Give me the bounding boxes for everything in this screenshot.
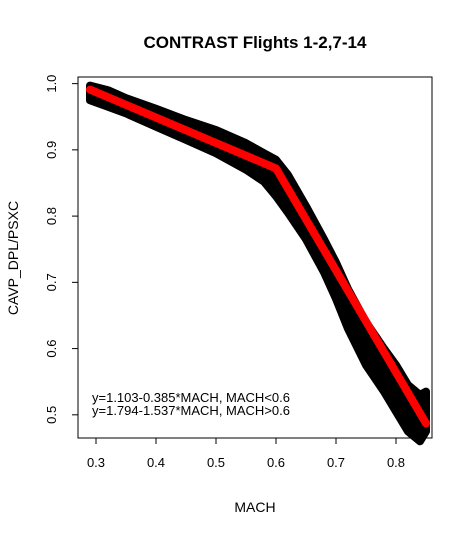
y-tick-label: 0.5 — [44, 406, 59, 424]
fit-line-layer — [86, 85, 430, 428]
x-axis: 0.3 0.4 0.5 0.6 0.7 0.8 — [87, 438, 405, 470]
y-tick-label: 0.7 — [44, 273, 59, 291]
x-axis-label: MACH — [234, 499, 275, 515]
fit-equation-high: y=1.794-1.537*MACH, MACH>0.6 — [92, 403, 290, 418]
y-axis-label: CAVP_DPL/PSXC — [5, 201, 21, 315]
x-tick-label: 0.6 — [267, 455, 285, 470]
fit-equation-low: y=1.103-0.385*MACH, MACH<0.6 — [92, 390, 290, 405]
y-tick-label: 0.9 — [44, 141, 59, 159]
x-tick-label: 0.7 — [327, 455, 345, 470]
y-tick-label: 0.6 — [44, 340, 59, 358]
y-tick-label: 0.8 — [44, 207, 59, 225]
scatter-band — [86, 81, 430, 446]
y-tick-label: 1.0 — [44, 75, 59, 93]
plot-frame — [77, 76, 433, 439]
fit-line — [86, 85, 430, 428]
data-points-band — [86, 81, 430, 446]
x-tick-label: 0.8 — [387, 455, 405, 470]
y-axis: 0.5 0.6 0.7 0.8 0.9 1.0 — [44, 75, 78, 424]
x-tick-label: 0.4 — [147, 455, 165, 470]
chart-title: CONTRAST Flights 1-2,7-14 — [144, 33, 367, 52]
x-tick-label: 0.3 — [87, 455, 105, 470]
x-tick-label: 0.5 — [207, 455, 225, 470]
